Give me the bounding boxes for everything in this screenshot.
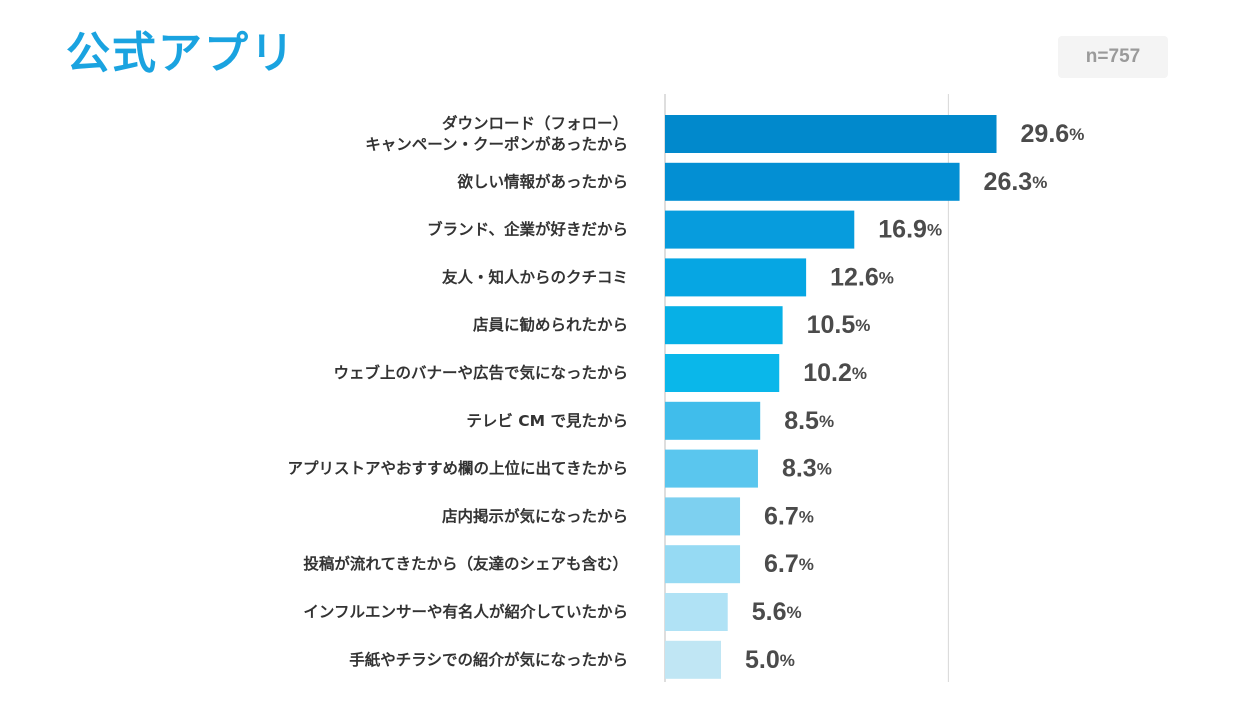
bar-7 [665, 401, 761, 440]
category-label-10: 投稿が流れてきたから（友達のシェアも含む） [303, 554, 628, 573]
value-label-8: 8.3% [782, 455, 832, 483]
value-label-3: 16.9% [878, 216, 942, 244]
value-unit-12: % [780, 650, 795, 669]
value-label-4: 12.6% [830, 263, 894, 291]
category-label-12: 手紙やチラシでの紹介が気になったから [349, 650, 628, 669]
category-label-8: アプリストアやおすすめ欄の上位に出てきたから [287, 459, 628, 478]
category-label-11: インフルエンサーや有名人が紹介していたから [303, 602, 628, 621]
bar-11 [665, 593, 728, 631]
value-unit-2: % [1032, 172, 1047, 191]
category-label-7: テレビ CM で見たから [466, 412, 628, 430]
category-label-6: ウェブ上のバナーや広告で気になったから [333, 363, 628, 382]
bar-5 [665, 306, 783, 345]
bar-9 [665, 497, 741, 536]
bar-12 [665, 640, 721, 679]
category-label-9: 店内掲示が気になったから [442, 506, 628, 525]
value-label-9: 6.7% [764, 502, 814, 530]
bar-1 [665, 115, 997, 153]
bar-2 [665, 162, 960, 201]
category-label-2: 欲しい情報があったから [456, 172, 628, 191]
value-label-12: 5.0% [745, 646, 795, 674]
value-label-10: 6.7% [764, 550, 814, 578]
value-unit-6: % [852, 364, 867, 383]
sample-size-badge: n=757 [1058, 36, 1168, 78]
value-unit-3: % [927, 220, 942, 239]
value-unit-10: % [799, 555, 814, 574]
value-unit-11: % [786, 603, 801, 622]
bar-6 [665, 354, 780, 392]
value-label-11: 5.6% [752, 598, 802, 626]
bar-3 [665, 210, 855, 249]
value-unit-4: % [879, 268, 894, 287]
value-unit-5: % [855, 316, 870, 335]
category-label-5: 店員に勧められたから [473, 315, 628, 334]
bar-4 [665, 258, 807, 297]
value-label-1: 29.6% [1021, 120, 1085, 148]
value-unit-9: % [799, 507, 814, 526]
value-unit-1: % [1069, 125, 1084, 144]
value-label-2: 26.3% [984, 168, 1048, 196]
value-unit-7: % [819, 411, 834, 430]
category-label-4: 友人・知人からのクチコミ [442, 267, 628, 286]
page-title: 公式アプリ [66, 28, 296, 79]
category-label-1-line-1: ダウンロード（フォロー） [442, 114, 628, 133]
value-label-7: 8.5% [784, 407, 834, 435]
bar-8 [665, 449, 758, 488]
bar-10 [665, 545, 741, 584]
category-label-3: ブランド、企業が好きだから [427, 220, 628, 239]
value-label-5: 10.5% [807, 311, 871, 339]
value-label-6: 10.2% [803, 359, 867, 387]
value-unit-8: % [817, 459, 832, 478]
category-label-1-line-2: キャンペーン・クーポンがあったから [365, 135, 628, 154]
